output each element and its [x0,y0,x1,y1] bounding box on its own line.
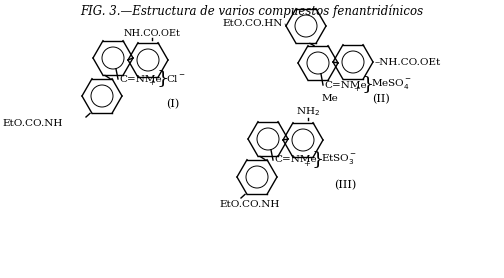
Text: }: } [157,69,169,87]
Text: EtSO$_3^-$: EtSO$_3^-$ [321,152,357,166]
Text: C=NMe: C=NMe [119,75,162,83]
Text: C=NMe: C=NMe [324,81,366,90]
Text: +: + [303,160,310,168]
Text: (II): (II) [372,94,390,104]
Text: NH$_2$: NH$_2$ [296,105,320,118]
Text: FIG. 3.—Estructura de varios compuestos fenantridínicos: FIG. 3.—Estructura de varios compuestos … [81,4,423,18]
Text: NH.CO.OEt: NH.CO.OEt [123,29,180,38]
Text: }: } [362,75,374,93]
Text: +: + [149,79,155,87]
Text: EtO.CO.NH: EtO.CO.NH [2,119,62,128]
Text: (III): (III) [334,180,356,190]
Text: +: + [354,85,360,93]
Text: Me: Me [322,93,339,103]
Text: (I): (I) [166,99,179,109]
Text: }: } [312,150,325,168]
Text: EtO.CO.NH: EtO.CO.NH [219,200,279,209]
Text: –NH.CO.OEt: –NH.CO.OEt [375,58,441,66]
Text: Cl$^-$: Cl$^-$ [166,73,186,83]
Text: MeSO$_4^-$: MeSO$_4^-$ [371,77,412,91]
Text: C=NMe: C=NMe [274,155,317,165]
Text: EtO.CO.HN: EtO.CO.HN [223,19,283,28]
